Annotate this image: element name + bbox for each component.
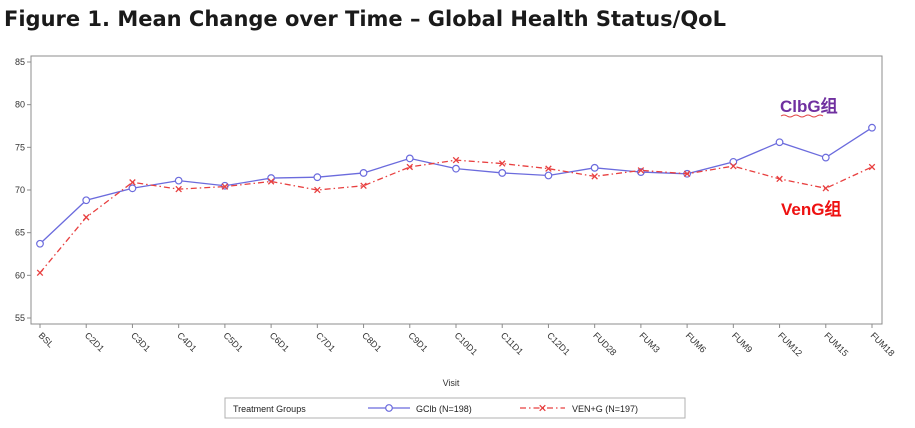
x-tick-label: BSL [37, 330, 56, 349]
x-tick-label: C7D1 [314, 330, 337, 353]
annotation-gclb-underline [780, 114, 824, 118]
data-point-x [683, 170, 691, 178]
legend: Treatment Groups GClb (N=198) VEN+G (N=19… [224, 397, 686, 419]
data-point-circle [128, 184, 137, 193]
data-point-x [36, 269, 44, 277]
y-tick-label: 70 [15, 185, 25, 195]
data-point-circle [775, 138, 784, 147]
data-point-circle [452, 164, 460, 173]
legend-marker-x [539, 404, 546, 412]
annotation-veng: VenG组 [781, 199, 841, 219]
x-tick-label: FUD28 [591, 330, 618, 357]
x-axis-label: Visit [443, 378, 460, 388]
x-tick-label: C10D1 [453, 330, 480, 357]
x-tick-label: C6D1 [268, 330, 291, 353]
data-point-x [498, 160, 506, 167]
data-point-x [129, 179, 136, 186]
data-point-circle [590, 163, 599, 172]
x-tick-label: C11D1 [499, 330, 525, 356]
x-axis: BSL C2D1 C3D1 C4D1 C5D1 C6D1 C7D1 C8D1 C9D1 C10D1… [37, 324, 897, 358]
plot-area [30, 55, 883, 325]
data-point-circle [868, 123, 876, 132]
legend-items: GClb (N=198) VEN+G (N=197) [368, 404, 638, 414]
x-tick-label: C4D1 [175, 330, 198, 353]
data-point-x [82, 214, 90, 221]
x-tick-label: C8D1 [360, 330, 383, 353]
y-axis: 55 60 65 70 75 80 85 [15, 57, 31, 323]
x-tick-label: FUM15 [822, 330, 850, 358]
x-tick-label: FUM6 [684, 330, 708, 354]
y-tick-label: 85 [15, 57, 25, 67]
data-point-x [360, 182, 367, 189]
data-point-x [314, 186, 321, 194]
y-tick-label: 65 [15, 228, 25, 238]
x-tick-label: FUM18 [869, 330, 897, 358]
data-point-x [221, 183, 229, 190]
data-point-x [267, 178, 275, 185]
series-layer [36, 123, 876, 277]
legend-label-1: VEN+G (N=197) [572, 404, 638, 414]
data-point-circle [174, 176, 183, 185]
data-point-x [776, 175, 783, 183]
data-point-x [452, 156, 460, 164]
data-point-circle [36, 239, 44, 248]
data-point-x [822, 185, 830, 192]
x-tick-label: C5D1 [221, 330, 244, 353]
data-point-circle [359, 169, 368, 177]
data-point-circle [544, 171, 553, 180]
x-tick-label: C12D1 [545, 330, 572, 357]
data-point-x [730, 162, 737, 170]
data-point-circle [313, 173, 322, 182]
y-tick-label: 55 [15, 313, 25, 323]
data-point-circle [82, 196, 91, 205]
data-point-circle [821, 153, 830, 162]
x-tick-label: FUM3 [637, 330, 661, 354]
x-tick-label: FUM9 [730, 330, 754, 354]
data-point-x [175, 185, 182, 193]
annotation-gclb: ClbG组 [780, 96, 838, 116]
data-point-x [545, 165, 552, 172]
y-tick-label: 75 [15, 142, 25, 152]
data-point-x [868, 163, 876, 171]
data-point-x [591, 173, 598, 180]
data-point-x [406, 163, 414, 171]
data-point-circle [498, 169, 507, 177]
y-tick-label: 80 [15, 100, 25, 110]
x-tick-label: C3D1 [129, 330, 152, 353]
data-point-circle [405, 154, 414, 163]
y-tick-label: 60 [15, 270, 25, 280]
legend-label-0: GClb (N=198) [416, 404, 472, 414]
x-tick-label: C9D1 [406, 330, 429, 353]
legend-box [224, 397, 686, 419]
data-point-x [637, 167, 645, 174]
x-tick-label: C2D1 [83, 330, 106, 353]
chart-title: Figure 1. Mean Change over Time – Global… [4, 7, 726, 31]
legend-title: Treatment Groups [233, 404, 306, 414]
data-point-circle [729, 157, 738, 166]
x-tick-label: FUM12 [776, 330, 804, 358]
legend-marker-circle [385, 404, 393, 412]
data-point-circle [267, 174, 276, 182]
